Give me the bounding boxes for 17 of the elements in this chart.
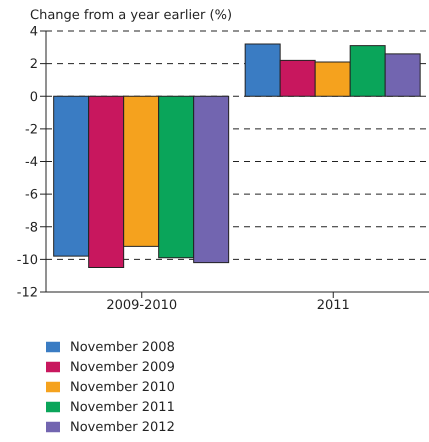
y-axis-title: Change from a year earlier (%) <box>30 8 234 23</box>
legend-label: November 2009 <box>70 360 175 375</box>
y-tick-label: -6 <box>25 188 38 203</box>
y-tick-label: -8 <box>25 220 38 236</box>
y-tick-label: -2 <box>25 122 38 138</box>
y-tick-label: 0 <box>30 90 38 105</box>
y-tick-label: 2 <box>30 57 38 72</box>
legend-label: November 2008 <box>70 340 175 355</box>
legend-label: November 2010 <box>70 380 175 395</box>
y-tick-label: -10 <box>16 252 38 268</box>
x-tick-label: 2009-2010 <box>106 298 178 314</box>
legend-label: November 2011 <box>70 400 175 415</box>
y-tick-label: 4 <box>30 24 38 40</box>
y-tick-label: -4 <box>25 155 38 170</box>
legend-label: November 2012 <box>70 420 175 435</box>
y-tick-label: -12 <box>16 286 38 301</box>
x-tick-label: 2011 <box>316 298 350 314</box>
